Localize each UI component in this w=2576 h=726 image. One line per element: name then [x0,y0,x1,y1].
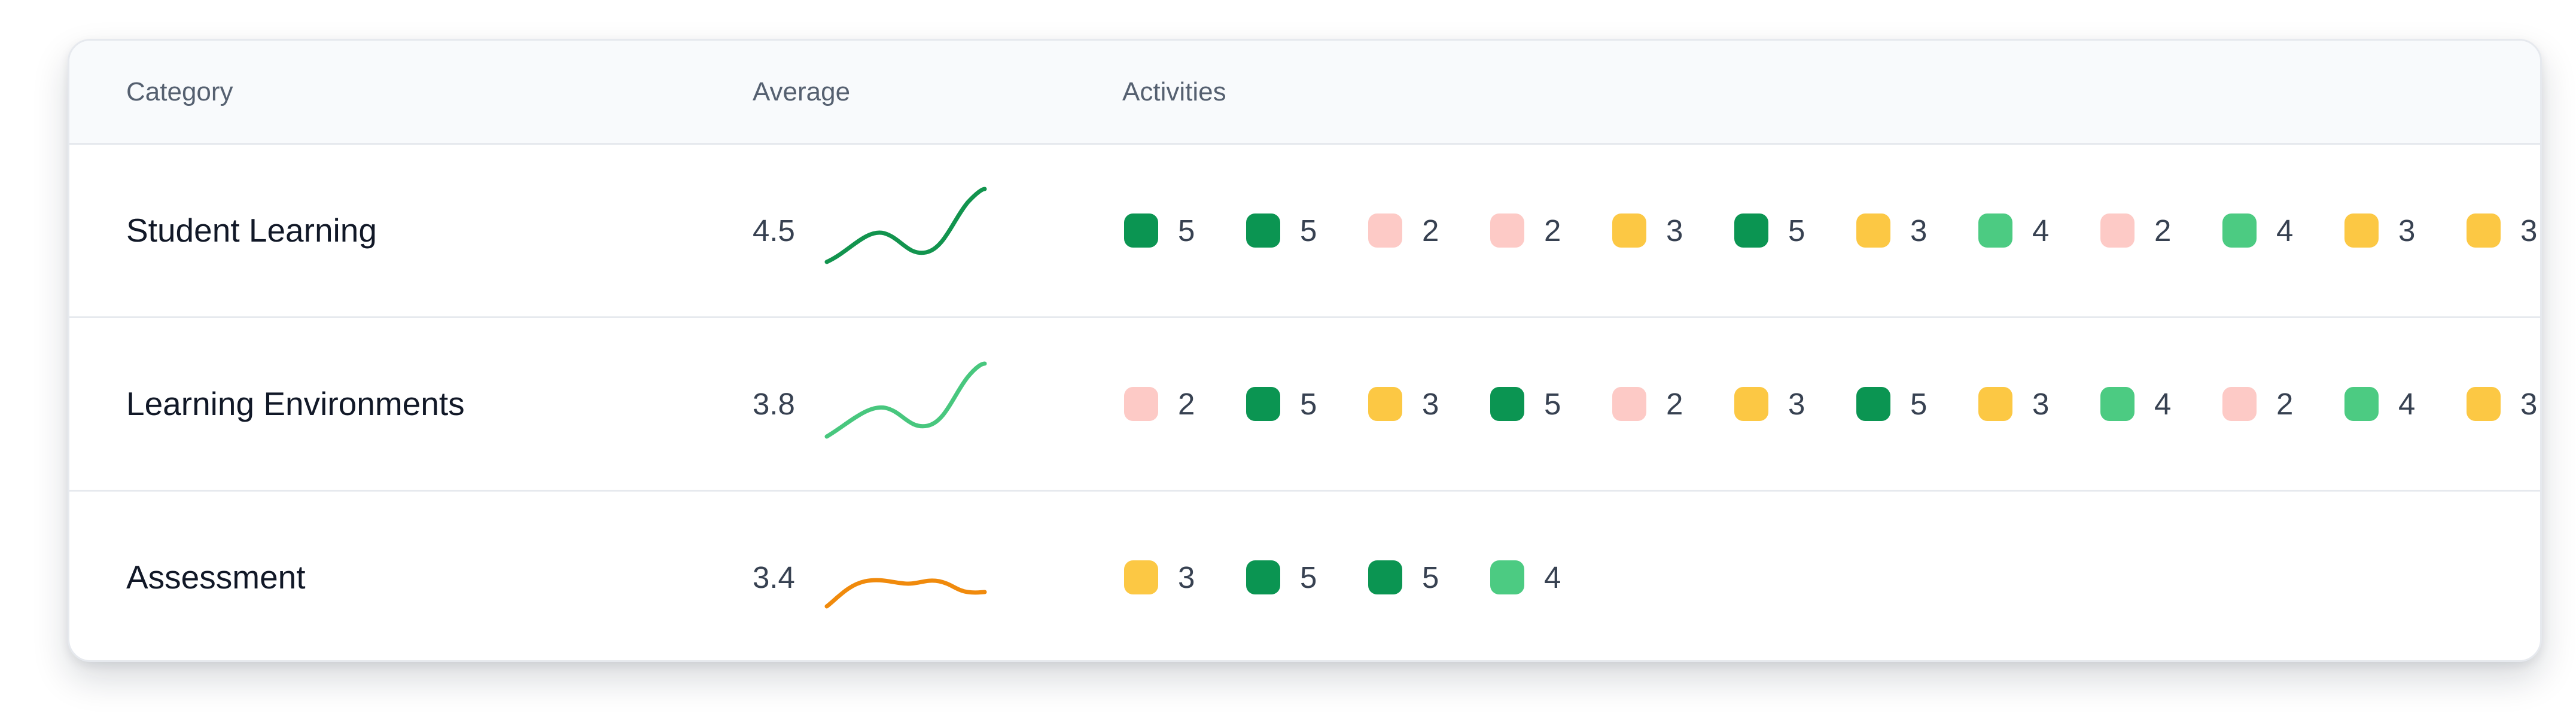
score-color-indicator [1978,213,2012,248]
score-color-indicator [1368,387,1402,421]
activity-score-value: 2 [1666,387,1683,421]
score-color-indicator [1124,387,1158,421]
score-color-indicator [2100,387,2135,421]
score-color-indicator [1856,387,1890,421]
score-color-indicator [2222,213,2257,248]
score-color-indicator [2344,213,2379,248]
score-color-indicator [1978,387,2012,421]
activity-score-value: 3 [2398,213,2416,248]
activity-score-value: 2 [1544,213,1561,248]
score-color-indicator [1612,213,1646,248]
activity-score-value: 4 [1544,560,1561,594]
table-header: Category Average Activities [69,41,2540,145]
trend-sparkline [824,187,987,264]
activity-score-value: 3 [2032,387,2050,421]
activity-score-value: 3 [1910,213,1928,248]
activity-score-value: 5 [1788,213,1805,248]
activity-score-value: 5 [1300,213,1317,248]
score-color-indicator [2344,387,2379,421]
average-score: 3.8 [753,387,795,421]
score-color-indicator [1490,213,1524,248]
trend-sparkline [824,578,987,609]
activity-score-value: 2 [1422,213,1439,248]
activity-score-value: 2 [2276,387,2294,421]
table-row-assessment[interactable]: Assessment 3.4 3 5 5 4 [69,492,2540,660]
score-color-indicator [1246,560,1280,594]
activity-score-value: 4 [2276,213,2294,248]
category-name: Learning Environments [126,385,465,422]
score-color-indicator [2100,213,2135,248]
score-color-indicator [1612,387,1646,421]
score-color-indicator [2222,387,2257,421]
category-name: Student Learning [126,212,377,249]
score-color-indicator [1734,387,1768,421]
column-header-activities[interactable]: Activities [1122,77,1226,106]
activity-score-value: 3 [1666,213,1683,248]
average-score: 4.5 [753,213,795,248]
score-color-indicator [1490,387,1524,421]
category-name: Assessment [126,559,306,596]
activity-score-value: 5 [1300,387,1317,421]
score-color-indicator [1368,213,1402,248]
activity-score-value: 2 [1178,387,1195,421]
score-color-indicator [1246,213,1280,248]
activity-score-value: 2 [2154,213,2172,248]
activity-score-value: 5 [1910,387,1928,421]
activity-score-value: 3 [2520,213,2538,248]
score-color-indicator [2467,387,2501,421]
column-header-category[interactable]: Category [126,77,233,106]
activity-score-value: 3 [1178,560,1195,594]
score-color-indicator [1368,560,1402,594]
activity-score-value: 5 [1544,387,1561,421]
score-color-indicator [1124,560,1158,594]
activity-summary-table: Category Average Activities Student Lear… [68,39,2542,662]
column-header-average[interactable]: Average [753,77,851,106]
activity-score-value: 3 [2520,387,2538,421]
table-row-student-learning[interactable]: Student Learning 4.5 5 5 2 2 3 5 3 4 2 4 3 3 [69,145,2540,318]
score-color-indicator [1490,560,1524,594]
activity-score-value: 4 [2154,387,2172,421]
activity-score-value: 5 [1422,560,1439,594]
activity-score-value: 5 [1300,560,1317,594]
score-color-indicator [1856,213,1890,248]
average-score: 3.4 [753,560,795,594]
activity-score-value: 4 [2398,387,2416,421]
activity-score-value: 4 [2032,213,2050,248]
score-color-indicator [1734,213,1768,248]
activity-score-value: 3 [1788,387,1805,421]
activity-score-value: 3 [1422,387,1439,421]
score-color-indicator [1124,213,1158,248]
score-color-indicator [2467,213,2501,248]
trend-sparkline [824,361,987,439]
activity-score-value: 5 [1178,213,1195,248]
score-color-indicator [1246,387,1280,421]
table-row-learning-environments[interactable]: Learning Environments 3.8 2 5 3 5 2 3 5 3 4 2 4 3 [69,318,2540,492]
